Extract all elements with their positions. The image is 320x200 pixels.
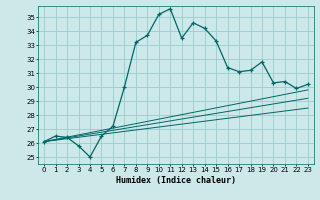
X-axis label: Humidex (Indice chaleur): Humidex (Indice chaleur)	[116, 176, 236, 185]
